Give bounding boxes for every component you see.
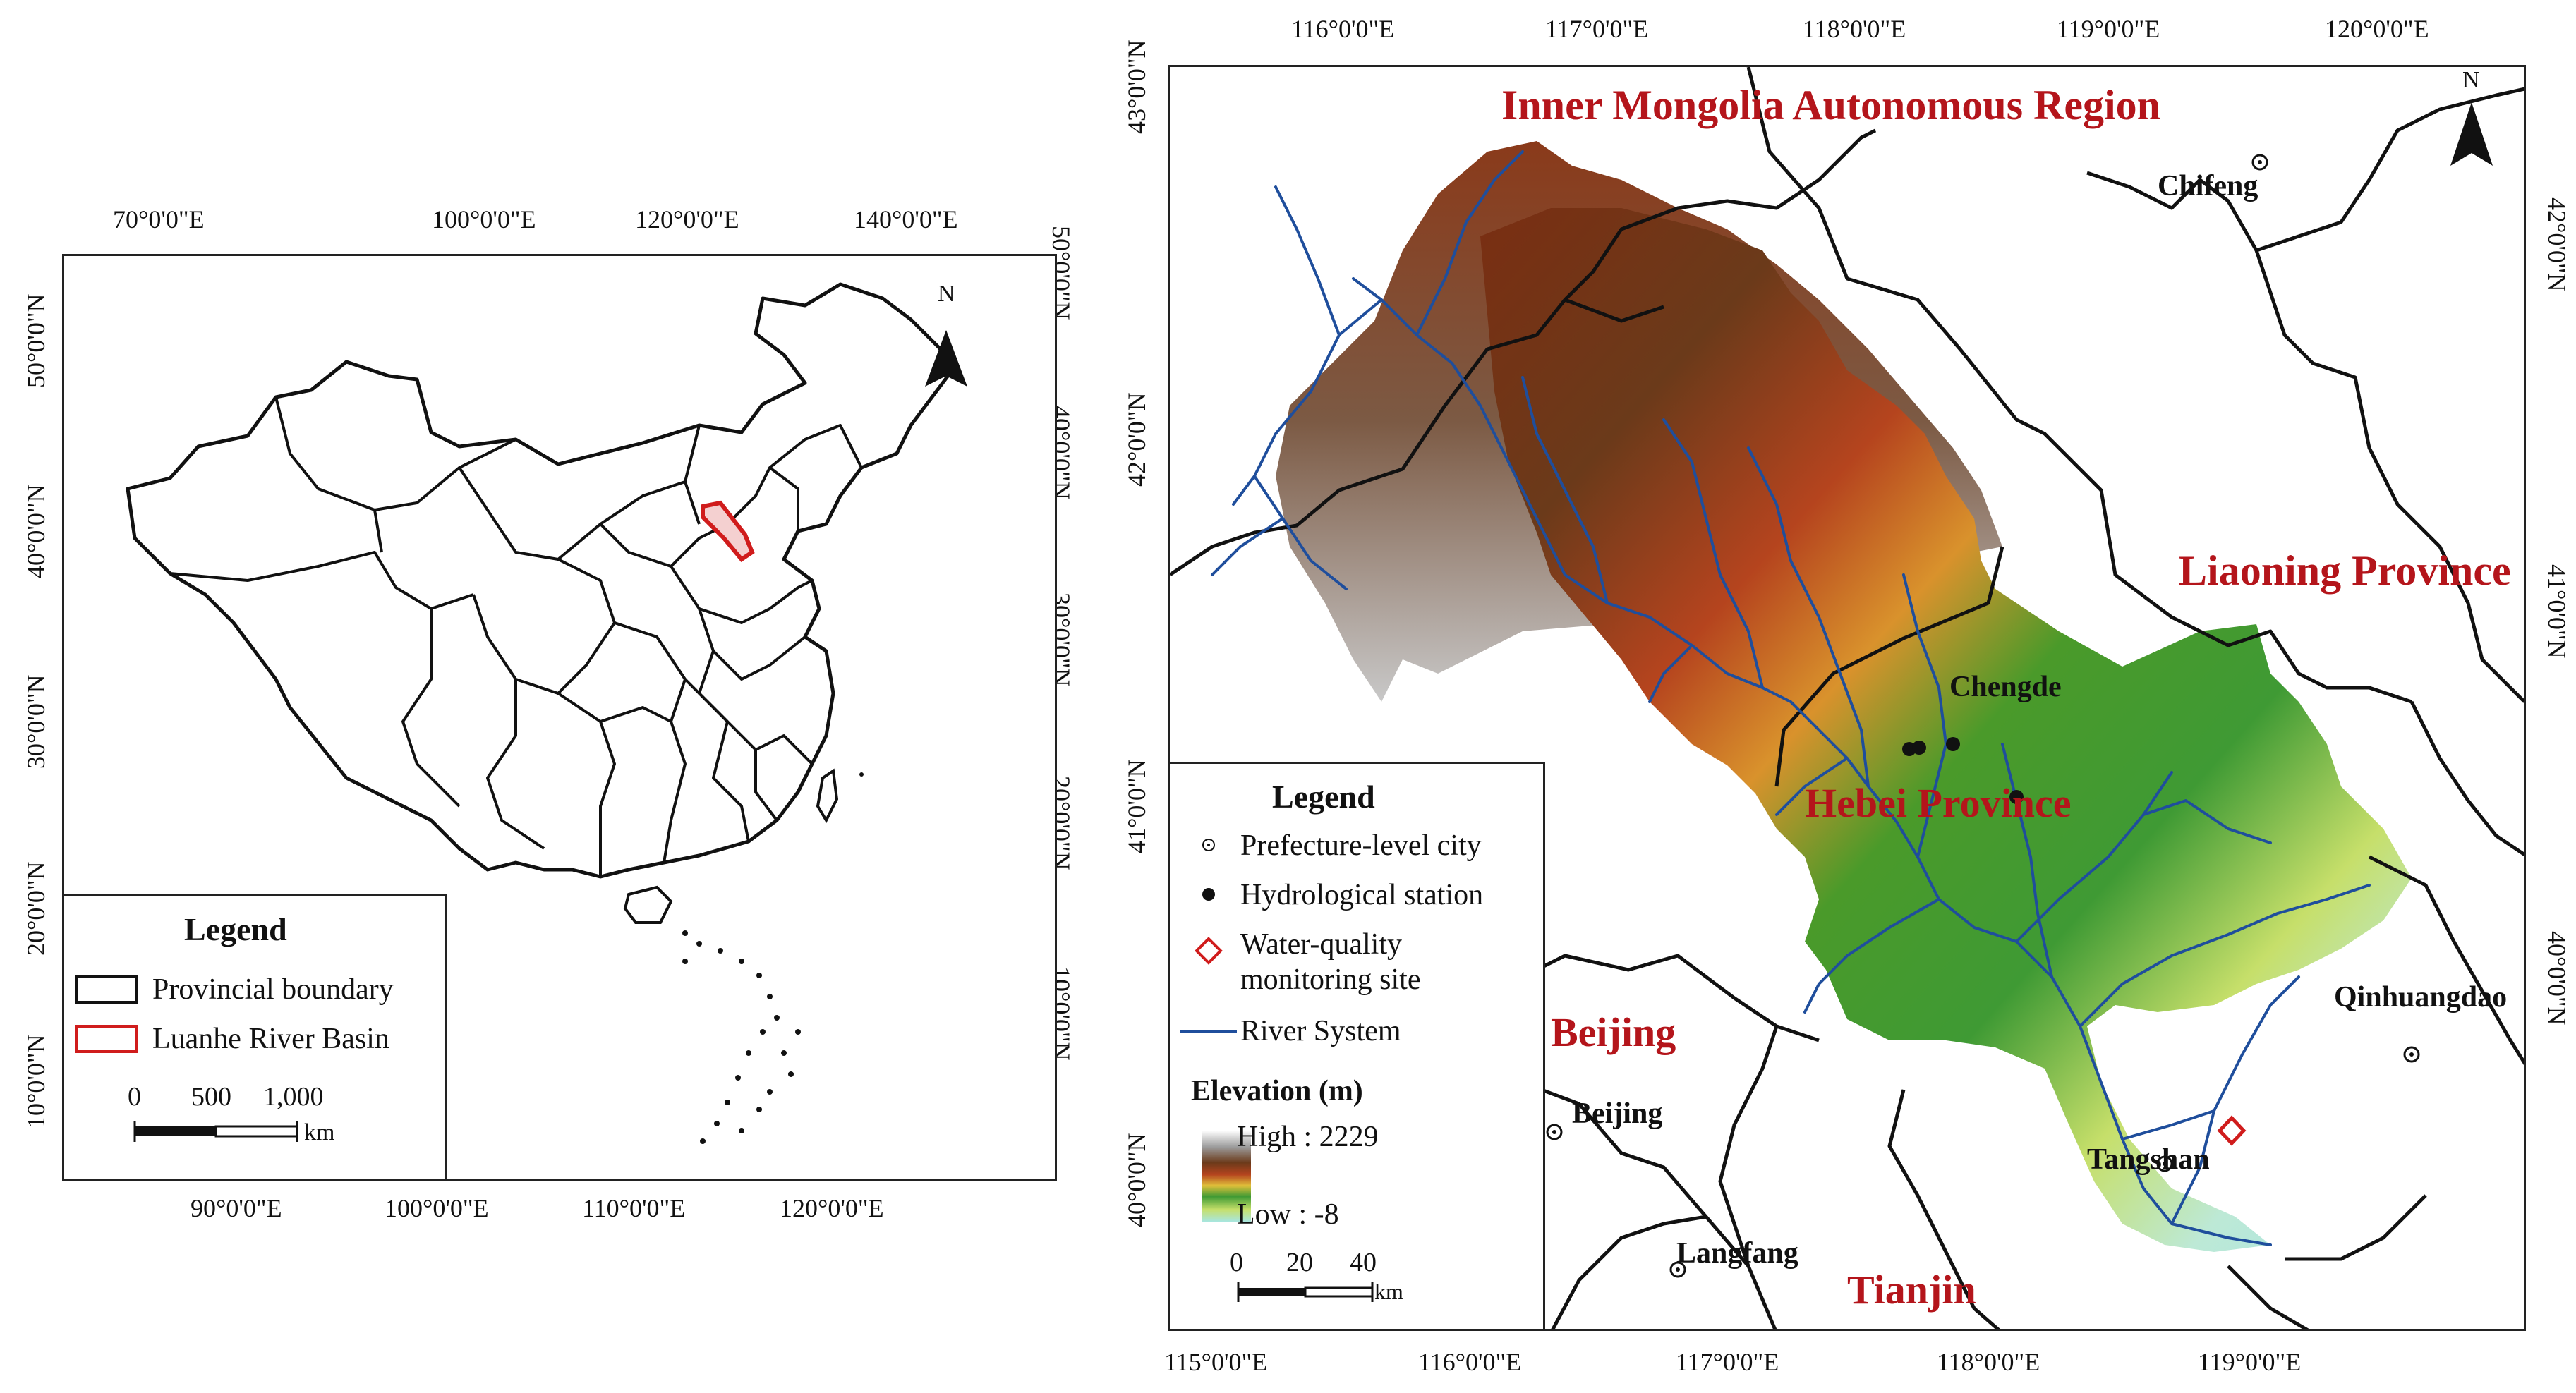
- left-left-coord-3: 30°0'0"N: [22, 674, 50, 769]
- city-beijing: Beijing: [1572, 1097, 1663, 1130]
- city-chifeng: Chifeng: [2158, 170, 2258, 202]
- elevation-low: Low : -8: [1237, 1198, 1339, 1231]
- region-beijing: Beijing: [1551, 1009, 1676, 1055]
- river-system: [1211, 150, 2371, 1246]
- left-legend-title: Legend: [184, 911, 287, 947]
- right-north-arrow: [2450, 102, 2493, 166]
- monitoring-site-marker: [2217, 1115, 2247, 1146]
- left-scale-bar: [133, 1121, 298, 1142]
- right-scale-unit: km: [1374, 1279, 1403, 1304]
- city-tangshan: Tangshan: [2087, 1143, 2210, 1176]
- left-left-coord-4: 20°0'0"N: [22, 861, 50, 956]
- luanhe-basin-map: [1170, 67, 2524, 1329]
- right-top-coord-5: 120°0'0"E: [2325, 15, 2429, 43]
- region-tianjin: Tianjin: [1847, 1267, 1976, 1313]
- right-bottom-coord-2: 116°0'0"E: [1418, 1348, 1522, 1376]
- elevation-color-ramp: [1202, 1131, 1251, 1222]
- right-left-coord-3: 41°0'0"N: [1123, 759, 1151, 853]
- china-outline: [126, 282, 955, 879]
- right-bottom-coord-5: 119°0'0"E: [2198, 1348, 2302, 1376]
- right-bottom-coord-4: 118°0'0"E: [1937, 1348, 2040, 1376]
- right-top-coord-3: 118°0'0"E: [1803, 15, 1906, 43]
- provincial-boundary-swatch: [75, 975, 138, 1004]
- left-bottom-coord-3: 110°0'0"E: [582, 1194, 686, 1222]
- hydrological-stations: [1902, 737, 2024, 804]
- right-legend-title: Legend: [1272, 779, 1375, 815]
- region-hebei: Hebei Province: [1805, 780, 2072, 826]
- left-scale-tick-2: 500: [191, 1082, 231, 1112]
- north-arrow: [925, 330, 967, 387]
- region-inner-mongolia: Inner Mongolia Autonomous Region: [1501, 82, 2161, 128]
- right-legend-item-3: Water-quality: [1240, 928, 1403, 961]
- river-system-symbol: [1180, 1030, 1237, 1033]
- left-top-coord-2: 100°0'0"E: [432, 205, 536, 233]
- hainan-island: [623, 885, 673, 924]
- luanhe-basin-swatch: [75, 1025, 138, 1053]
- luanhe-basin-highlight: [701, 500, 755, 562]
- right-scale-bar: [1237, 1282, 1374, 1302]
- left-bottom-coord-4: 120°0'0"E: [780, 1194, 884, 1222]
- left-left-coord-5: 10°0'0"N: [22, 1034, 50, 1129]
- left-legend: Legend Provincial boundary Luanhe River …: [64, 894, 447, 1179]
- left-legend-item-1: Provincial boundary: [152, 973, 394, 1006]
- right-legend-item-1: Prefecture-level city: [1240, 829, 1482, 862]
- right-scale-tick-2: 20: [1286, 1248, 1313, 1277]
- right-left-coord-2: 42°0'0"N: [1123, 392, 1151, 487]
- monitoring-site-symbol: [1195, 937, 1223, 965]
- left-north-label: N: [938, 281, 955, 307]
- right-right-coord-1: 42°0'0"N: [2543, 197, 2571, 292]
- left-scale-tick-3: 1,000: [263, 1082, 324, 1112]
- left-map-frame: N Legend Provincial boundary Luanhe Rive…: [62, 254, 1057, 1181]
- china-provinces-map: [126, 282, 967, 1144]
- left-top-coord-4: 140°0'0"E: [854, 205, 958, 233]
- city-qinhuangdao: Qinhuangdao: [2334, 981, 2508, 1014]
- right-bottom-coord-1: 115°0'0"E: [1164, 1348, 1268, 1376]
- right-top-coord-2: 117°0'0"E: [1545, 15, 1649, 43]
- right-left-coord-1: 43°0'0"N: [1123, 39, 1151, 134]
- hydrological-station-symbol: [1202, 888, 1215, 901]
- right-top-coord-4: 119°0'0"E: [2057, 15, 2160, 43]
- right-scale-tick-3: 40: [1350, 1248, 1377, 1277]
- right-legend: Legend Prefecture-level city Hydrologica…: [1170, 762, 1545, 1329]
- right-left-coord-4: 40°0'0"N: [1123, 1133, 1151, 1227]
- elevation-title: Elevation (m): [1191, 1075, 1363, 1107]
- right-scale-tick-1: 0: [1230, 1248, 1243, 1277]
- left-scale-tick-1: 0: [128, 1082, 141, 1112]
- right-right-coord-2: 41°0'0"N: [2543, 564, 2571, 659]
- basin-central: [1480, 208, 2412, 1252]
- right-top-coord-1: 116°0'0"E: [1291, 15, 1395, 43]
- prefecture-city-symbol: [1202, 839, 1215, 851]
- elevation-high: High : 2229: [1237, 1121, 1379, 1153]
- city-chengde: Chengde: [1949, 671, 2062, 703]
- left-top-coord-3: 120°0'0"E: [635, 205, 739, 233]
- left-left-coord-2: 40°0'0"N: [22, 484, 50, 578]
- right-map-frame: N Inner Mongolia Autonomous Region Liaon…: [1168, 65, 2526, 1331]
- left-left-coord-1: 50°0'0"N: [22, 293, 50, 388]
- right-legend-item-2: Hydrological station: [1240, 879, 1484, 911]
- region-liaoning: Liaoning Province: [2179, 547, 2511, 594]
- left-bottom-coord-2: 100°0'0"E: [385, 1194, 489, 1222]
- right-legend-item-5: River System: [1240, 1015, 1401, 1047]
- right-legend-item-4: monitoring site: [1240, 963, 1421, 996]
- left-top-coord-1: 70°0'0"E: [113, 205, 205, 233]
- city-langfang: Langfang: [1676, 1237, 1798, 1270]
- right-north-label: N: [2462, 67, 2480, 93]
- taiwan-island: [816, 768, 839, 824]
- left-legend-item-2: Luanhe River Basin: [152, 1023, 389, 1055]
- right-bottom-coord-3: 117°0'0"E: [1676, 1348, 1779, 1376]
- left-bottom-coord-1: 90°0'0"E: [191, 1194, 282, 1222]
- left-scale-unit: km: [304, 1119, 335, 1145]
- right-right-coord-3: 40°0'0"N: [2543, 931, 2571, 1026]
